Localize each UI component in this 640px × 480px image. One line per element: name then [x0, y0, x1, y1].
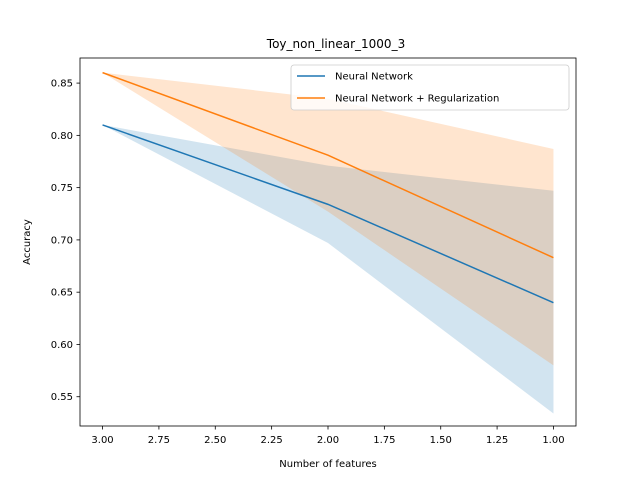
x-tick-label: 2.75: [148, 435, 170, 446]
legend-frame: [290, 64, 570, 111]
legend-label-1: Neural Network: [335, 72, 413, 83]
confidence-bands: [102, 72, 554, 414]
x-tick-label: 1.75: [373, 435, 395, 446]
x-tick-label: 1.50: [430, 435, 452, 446]
y-tick-label: 0.70: [51, 235, 73, 246]
series-line-2: [102, 71, 554, 259]
confidence-band-2: [102, 72, 554, 366]
x-tick-label: 2.25: [261, 435, 283, 446]
confidence-band-1: [102, 124, 554, 414]
y-tick-label: 0.65: [51, 288, 73, 299]
x-tick-label: 3.00: [91, 435, 113, 446]
series-line-1: [102, 124, 554, 304]
y-tick-label: 0.75: [51, 183, 73, 194]
y-tick-label: 0.80: [51, 131, 73, 142]
chart-title: Toy_non_linear_1000_3: [266, 37, 405, 51]
x-axis-ticks: 3.00 2.75 2.50 2.25 2.00 1.75 1.50 1.25 1.00: [91, 426, 565, 446]
series-lines: [102, 71, 554, 304]
legend: Neural Network Neural Network + Regulariz…: [290, 64, 570, 111]
y-axis-label: Accuracy: [22, 219, 33, 265]
legend-items: Neural Network Neural Network + Regulariz…: [297, 72, 499, 105]
x-axis-label: Number of features: [279, 459, 376, 470]
x-tick-label: 2.00: [317, 435, 339, 446]
legend-label-2: Neural Network + Regularization: [335, 94, 499, 105]
y-tick-label: 0.60: [51, 340, 73, 351]
x-tick-label: 2.50: [204, 435, 226, 446]
x-tick-label: 1.25: [486, 435, 508, 446]
y-tick-label: 0.55: [51, 392, 73, 403]
y-axis-ticks: 0.55 0.60 0.65 0.70 0.75 0.80 0.85: [51, 79, 80, 403]
x-tick-label: 1.00: [542, 435, 564, 446]
y-tick-label: 0.85: [51, 79, 73, 90]
